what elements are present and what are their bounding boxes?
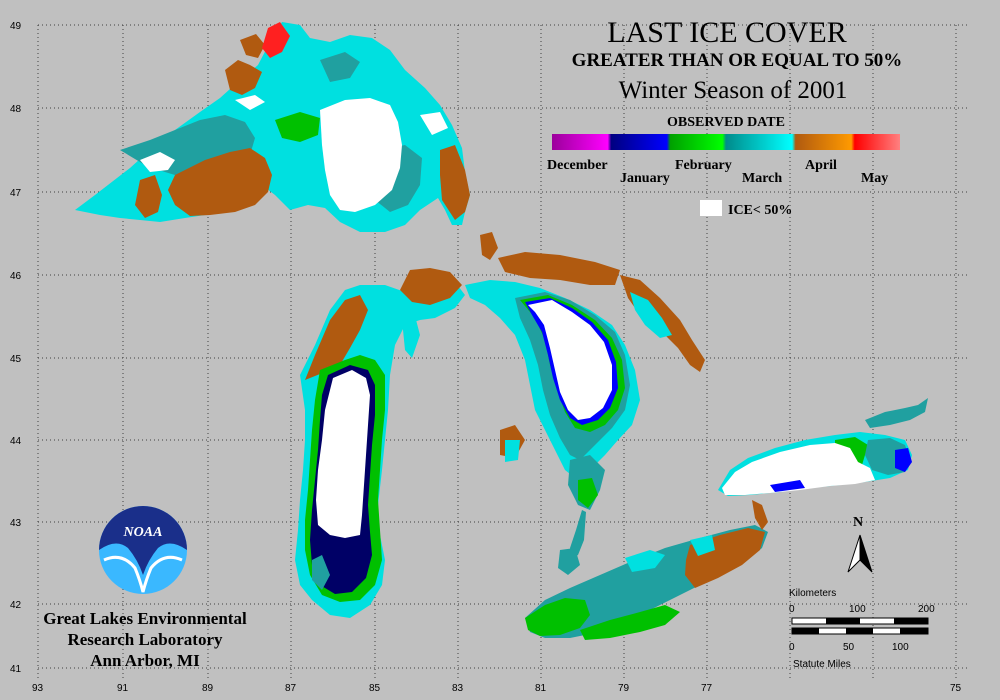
title-main: LAST ICE COVER: [607, 16, 846, 49]
scale-mi-tick: 100: [892, 642, 909, 653]
lon-label: 83: [452, 683, 464, 694]
ice-low-swatch: [700, 200, 722, 216]
graticule: [37, 24, 970, 680]
lon-label: 89: [202, 683, 214, 694]
legend-heading: OBSERVED DATE: [667, 115, 785, 130]
scale-bar: Kilometers 0 100 200 0 50 100 Statute Mi…: [789, 588, 935, 670]
scale-km-tick: 100: [849, 604, 866, 615]
lat-label: 45: [10, 354, 22, 365]
legend-month: February: [675, 158, 732, 173]
lon-label: 85: [369, 683, 381, 694]
noaa-logo: NOAA: [99, 506, 187, 594]
north-channel: [480, 232, 705, 372]
longitude-labels: 93 91 89 87 85 83 81 79 77 75: [32, 683, 962, 694]
lat-label: 44: [10, 436, 22, 447]
st-clair-river: [558, 510, 586, 575]
scale-km-label: Kilometers: [789, 588, 836, 599]
title-subtitle: GREATER THAN OR EQUAL TO 50%: [572, 50, 903, 71]
north-label: N: [853, 515, 863, 530]
lat-label: 46: [10, 271, 22, 282]
north-arrow: N: [847, 515, 873, 573]
scale-km-tick: 0: [789, 604, 795, 615]
lat-label: 42: [10, 600, 22, 611]
scale-mi-tick: 50: [843, 642, 855, 653]
lon-label: 79: [618, 683, 630, 694]
lake-michigan: [295, 268, 465, 618]
lon-label: 93: [32, 683, 44, 694]
legend-month: December: [547, 158, 608, 173]
scale-mi-label: Statute Miles: [793, 659, 851, 670]
lake-erie: [525, 525, 768, 640]
lake-superior: [75, 22, 470, 232]
lon-label: 81: [535, 683, 547, 694]
scale-km-tick: 200: [918, 604, 935, 615]
date-legend: OBSERVED DATE December January February …: [547, 115, 900, 218]
lat-label: 47: [10, 188, 22, 199]
legend-month: April: [805, 158, 837, 173]
legend-color-bar: [552, 134, 900, 150]
noaa-logo-text: NOAA: [123, 525, 163, 540]
lat-label: 48: [10, 104, 22, 115]
north-arrow-left: [847, 534, 861, 573]
lon-label: 75: [950, 683, 962, 694]
lat-label: 43: [10, 518, 22, 529]
lat-label: 41: [10, 664, 22, 675]
ice-low-label: ICE< 50%: [728, 203, 792, 218]
lake-ontario: [718, 398, 928, 496]
lon-label: 91: [117, 683, 129, 694]
north-arrow-right: [859, 534, 873, 573]
institution-line: Great Lakes Environmental: [43, 609, 247, 628]
legend-month: March: [742, 171, 782, 186]
institution-credit: Great Lakes Environmental Research Labor…: [43, 609, 247, 670]
lon-label: 77: [701, 683, 713, 694]
institution-line: Research Laboratory: [67, 630, 223, 649]
latitude-labels: 49 48 47 46 45 44 43 42 41: [10, 21, 22, 675]
institution-line: Ann Arbor, MI: [90, 651, 200, 670]
legend-month: January: [620, 171, 670, 186]
lat-label: 49: [10, 21, 22, 32]
title-season: Winter Season of 2001: [619, 77, 848, 104]
map-title: LAST ICE COVER GREATER THAN OR EQUAL TO …: [572, 16, 903, 104]
niagara-river: [752, 500, 768, 530]
lon-label: 87: [285, 683, 297, 694]
lake-huron: [465, 280, 640, 510]
scale-mi-tick: 0: [789, 642, 795, 653]
legend-month: May: [861, 171, 888, 186]
